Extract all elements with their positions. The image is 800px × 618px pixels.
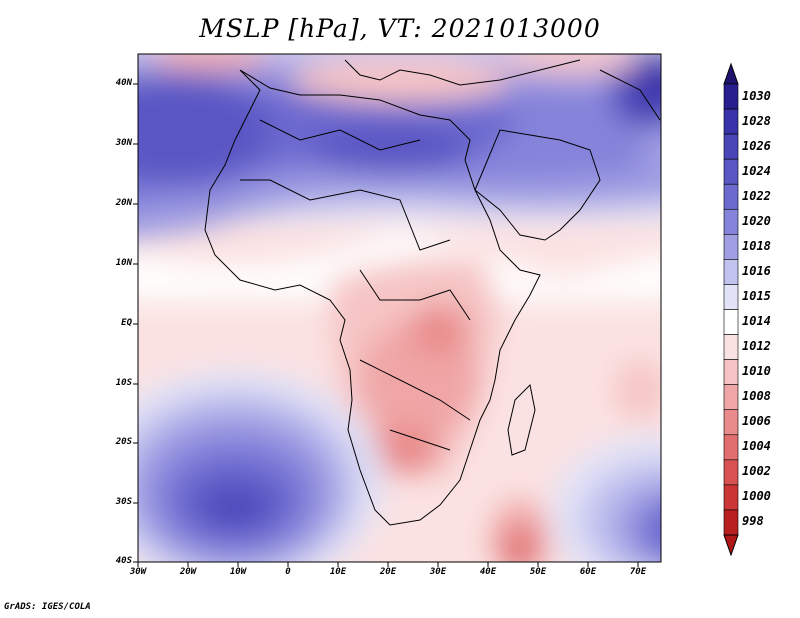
colorbar-label-1014: 1014 xyxy=(742,314,771,329)
pressure-field xyxy=(138,54,661,562)
colorbar-label-1006: 1006 xyxy=(742,414,771,429)
colorbar-swatch-1030 xyxy=(723,83,739,110)
colorbar-label-1030: 1030 xyxy=(742,88,771,103)
lon-label-0: 0 xyxy=(285,567,291,577)
colorbar-label-1012: 1012 xyxy=(742,339,771,354)
colorbar-label-1028: 1028 xyxy=(742,113,771,128)
colorbar-label-1004: 1004 xyxy=(742,439,771,454)
colorbar-swatch-1028 xyxy=(723,108,739,135)
colorbar-label-1000: 1000 xyxy=(742,489,771,504)
lat-label-30s: 30S xyxy=(115,497,132,507)
lon-label-10e: 10E xyxy=(329,567,347,577)
lat-label-20n: 20N xyxy=(115,198,132,208)
colorbar-label-1016: 1016 xyxy=(742,263,771,278)
lon-label-30w: 30W xyxy=(129,567,147,577)
plot-frame xyxy=(137,53,662,563)
colorbar-label-1024: 1024 xyxy=(742,163,771,178)
colorbar-label-998: 998 xyxy=(742,514,764,529)
colorbar-swatch-1026 xyxy=(723,133,739,160)
lat-label-30n: 30N xyxy=(115,138,132,148)
colorbar-label-1010: 1010 xyxy=(742,364,771,379)
lat-label-20s: 20S xyxy=(115,437,132,447)
lat-label-10s: 10S xyxy=(115,378,132,388)
colorbar-swatch-1016 xyxy=(723,259,739,285)
colorbar-bottom-arrow xyxy=(723,534,739,557)
colorbar-label-1015: 1015 xyxy=(742,288,771,303)
lon-label-70e: 70E xyxy=(629,567,647,577)
lon-label-40e: 40E xyxy=(479,567,497,577)
grads-credit: GrADS: IGES/COLA xyxy=(4,602,91,612)
colorbar-swatch-1018 xyxy=(723,234,739,260)
colorbar-swatch-1004 xyxy=(723,434,739,461)
colorbar xyxy=(723,62,739,557)
colorbar-swatch-1020 xyxy=(723,208,739,235)
colorbar-swatch-1015 xyxy=(723,284,739,310)
lon-label-50e: 50E xyxy=(529,567,547,577)
colorbar-swatch-1010 xyxy=(723,359,739,385)
colorbar-swatch-1008 xyxy=(723,384,739,411)
colorbar-swatch-1000 xyxy=(723,484,739,511)
colorbar-swatch-1014 xyxy=(723,309,739,335)
lat-label-40s: 40S xyxy=(115,556,132,566)
lon-label-60e: 60E xyxy=(579,567,597,577)
colorbar-swatch-1024 xyxy=(723,158,739,185)
lon-label-10w: 10W xyxy=(229,567,247,577)
colorbar-label-1018: 1018 xyxy=(742,238,771,253)
lat-label-eq: EQ xyxy=(121,318,132,328)
colorbar-swatch-1022 xyxy=(723,183,739,210)
colorbar-label-1020: 1020 xyxy=(742,213,771,228)
coastlines xyxy=(204,59,661,526)
colorbar-label-1008: 1008 xyxy=(742,389,771,404)
lon-label-20w: 20W xyxy=(179,567,197,577)
lat-label-40n: 40N xyxy=(115,78,132,88)
colorbar-swatch-1002 xyxy=(723,459,739,486)
chart-title: MSLP [hPa], VT: 2021013000 xyxy=(199,14,601,43)
axis-ticks xyxy=(133,83,639,567)
lat-label-10n: 10N xyxy=(115,258,132,268)
colorbar-swatch-1012 xyxy=(723,334,739,360)
colorbar-swatch-998 xyxy=(723,509,739,536)
colorbar-top-arrow xyxy=(723,62,739,85)
lon-label-30e: 30E xyxy=(429,567,447,577)
lon-label-20e: 20E xyxy=(379,567,397,577)
colorbar-label-1022: 1022 xyxy=(742,188,771,203)
colorbar-swatch-1006 xyxy=(723,409,739,436)
colorbar-label-1002: 1002 xyxy=(742,464,771,479)
colorbar-label-1026: 1026 xyxy=(742,138,771,153)
